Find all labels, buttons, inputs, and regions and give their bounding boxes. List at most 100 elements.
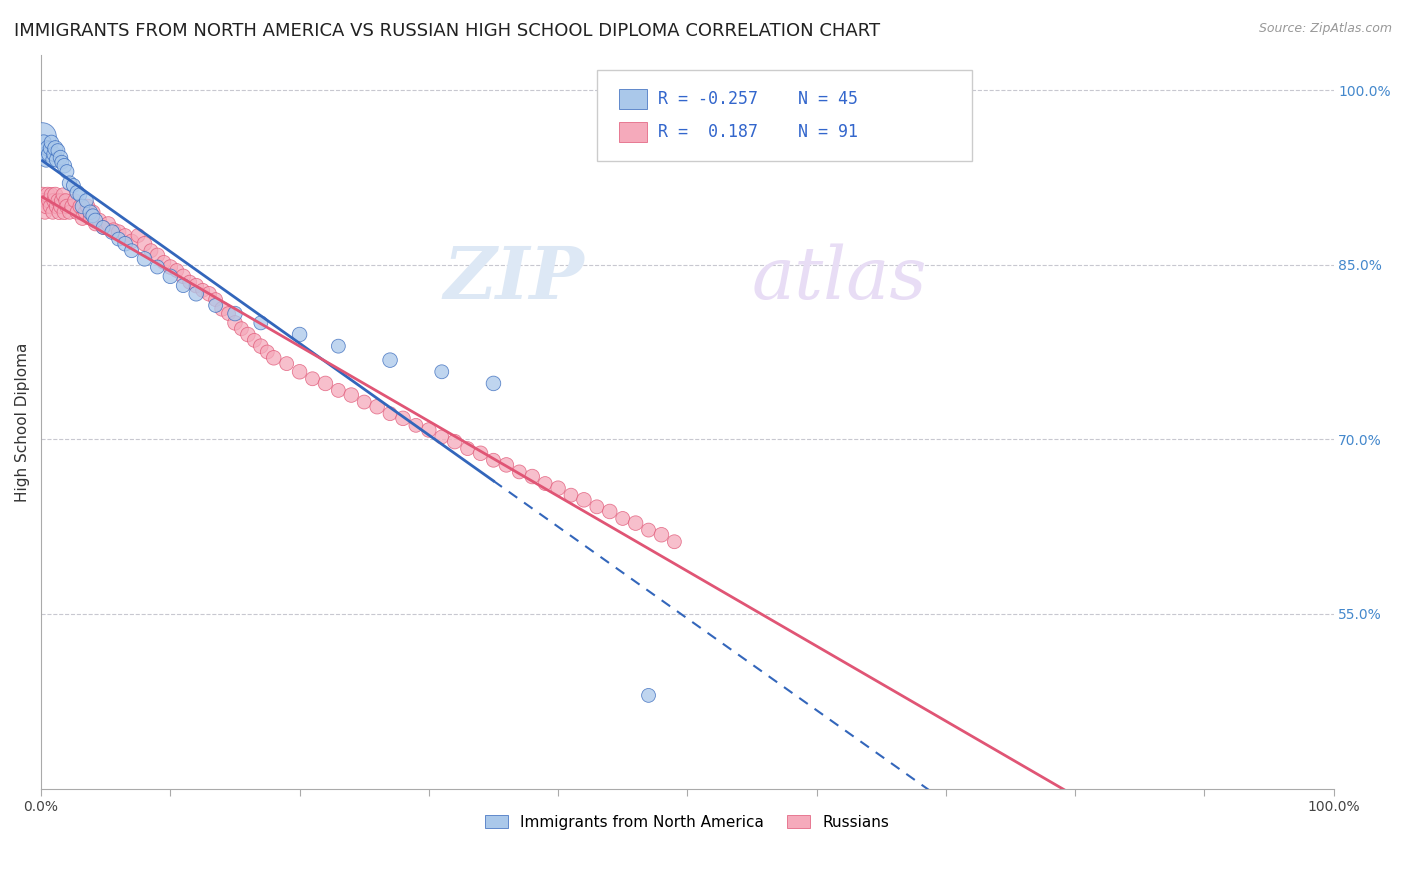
Point [38, 194, 60, 208]
Point [34, 205, 56, 219]
Point [42, 205, 65, 219]
Point [56, 164, 79, 178]
Point [146, 248, 169, 262]
Point [58, 176, 80, 190]
Text: R = -0.257    N = 45: R = -0.257 N = 45 [658, 90, 858, 108]
Point [534, 476, 557, 491]
Point [91, 220, 114, 235]
Point [114, 228, 136, 243]
Point [328, 339, 350, 353]
Point [37, 187, 59, 202]
Point [250, 316, 273, 330]
Point [314, 376, 336, 391]
Point [97, 217, 120, 231]
Text: IMMIGRANTS FROM NORTH AMERICA VS RUSSIAN HIGH SCHOOL DIPLOMA CORRELATION CHART: IMMIGRANTS FROM NORTH AMERICA VS RUSSIAN… [14, 22, 880, 40]
Point [84, 217, 107, 231]
Point [48, 205, 70, 219]
Point [35, 199, 58, 213]
Point [328, 384, 350, 398]
Point [288, 327, 311, 342]
Point [84, 213, 107, 227]
Point [482, 376, 505, 391]
Point [72, 199, 94, 213]
Point [418, 423, 440, 437]
Point [127, 228, 149, 243]
Point [204, 293, 226, 307]
Point [121, 244, 143, 258]
Point [172, 269, 194, 284]
Text: Source: ZipAtlas.com: Source: ZipAtlas.com [1258, 22, 1392, 36]
Point [114, 236, 136, 251]
Point [45, 153, 67, 167]
Point [585, 500, 607, 514]
Point [405, 418, 427, 433]
Y-axis label: High School Diploma: High School Diploma [15, 343, 30, 501]
Point [32, 194, 55, 208]
Point [63, 194, 86, 208]
Point [66, 205, 89, 219]
Point [637, 689, 659, 703]
Point [139, 244, 162, 258]
Point [79, 205, 101, 219]
Point [236, 327, 259, 342]
Point [62, 178, 84, 193]
Point [153, 255, 176, 269]
Point [301, 372, 323, 386]
Point [186, 286, 208, 301]
Point [60, 199, 83, 213]
Point [34, 147, 56, 161]
Point [166, 263, 188, 277]
Point [276, 357, 298, 371]
FancyBboxPatch shape [619, 89, 647, 110]
Point [172, 278, 194, 293]
Point [31, 129, 53, 144]
Point [134, 252, 156, 266]
Point [66, 186, 89, 200]
Point [76, 199, 98, 213]
Point [75, 194, 97, 208]
Point [42, 147, 65, 161]
Point [224, 307, 246, 321]
Point [599, 504, 621, 518]
Point [45, 199, 67, 213]
Point [52, 187, 75, 202]
Point [56, 199, 79, 213]
Point [46, 194, 69, 208]
Point [101, 225, 124, 239]
Point [107, 232, 129, 246]
Point [288, 365, 311, 379]
Point [664, 534, 686, 549]
Point [470, 446, 492, 460]
Point [522, 469, 544, 483]
Point [46, 144, 69, 158]
Point [482, 453, 505, 467]
Point [121, 235, 143, 249]
Point [39, 199, 62, 213]
Point [146, 260, 169, 274]
Point [73, 205, 96, 219]
Point [430, 365, 453, 379]
Point [37, 141, 59, 155]
Point [547, 481, 569, 495]
Point [378, 353, 401, 368]
Point [44, 187, 66, 202]
Point [204, 298, 226, 312]
Point [53, 205, 76, 219]
Point [508, 465, 530, 479]
Point [430, 430, 453, 444]
Point [69, 187, 91, 202]
FancyBboxPatch shape [596, 70, 972, 161]
Point [89, 213, 111, 227]
FancyBboxPatch shape [619, 122, 647, 143]
Point [256, 345, 278, 359]
Point [134, 236, 156, 251]
Point [224, 316, 246, 330]
Point [31, 187, 53, 202]
Point [612, 511, 634, 525]
Point [159, 269, 181, 284]
Text: atlas: atlas [752, 244, 928, 314]
Point [51, 194, 73, 208]
Point [49, 151, 72, 165]
Point [560, 488, 582, 502]
Legend: Immigrants from North America, Russians: Immigrants from North America, Russians [479, 809, 896, 836]
